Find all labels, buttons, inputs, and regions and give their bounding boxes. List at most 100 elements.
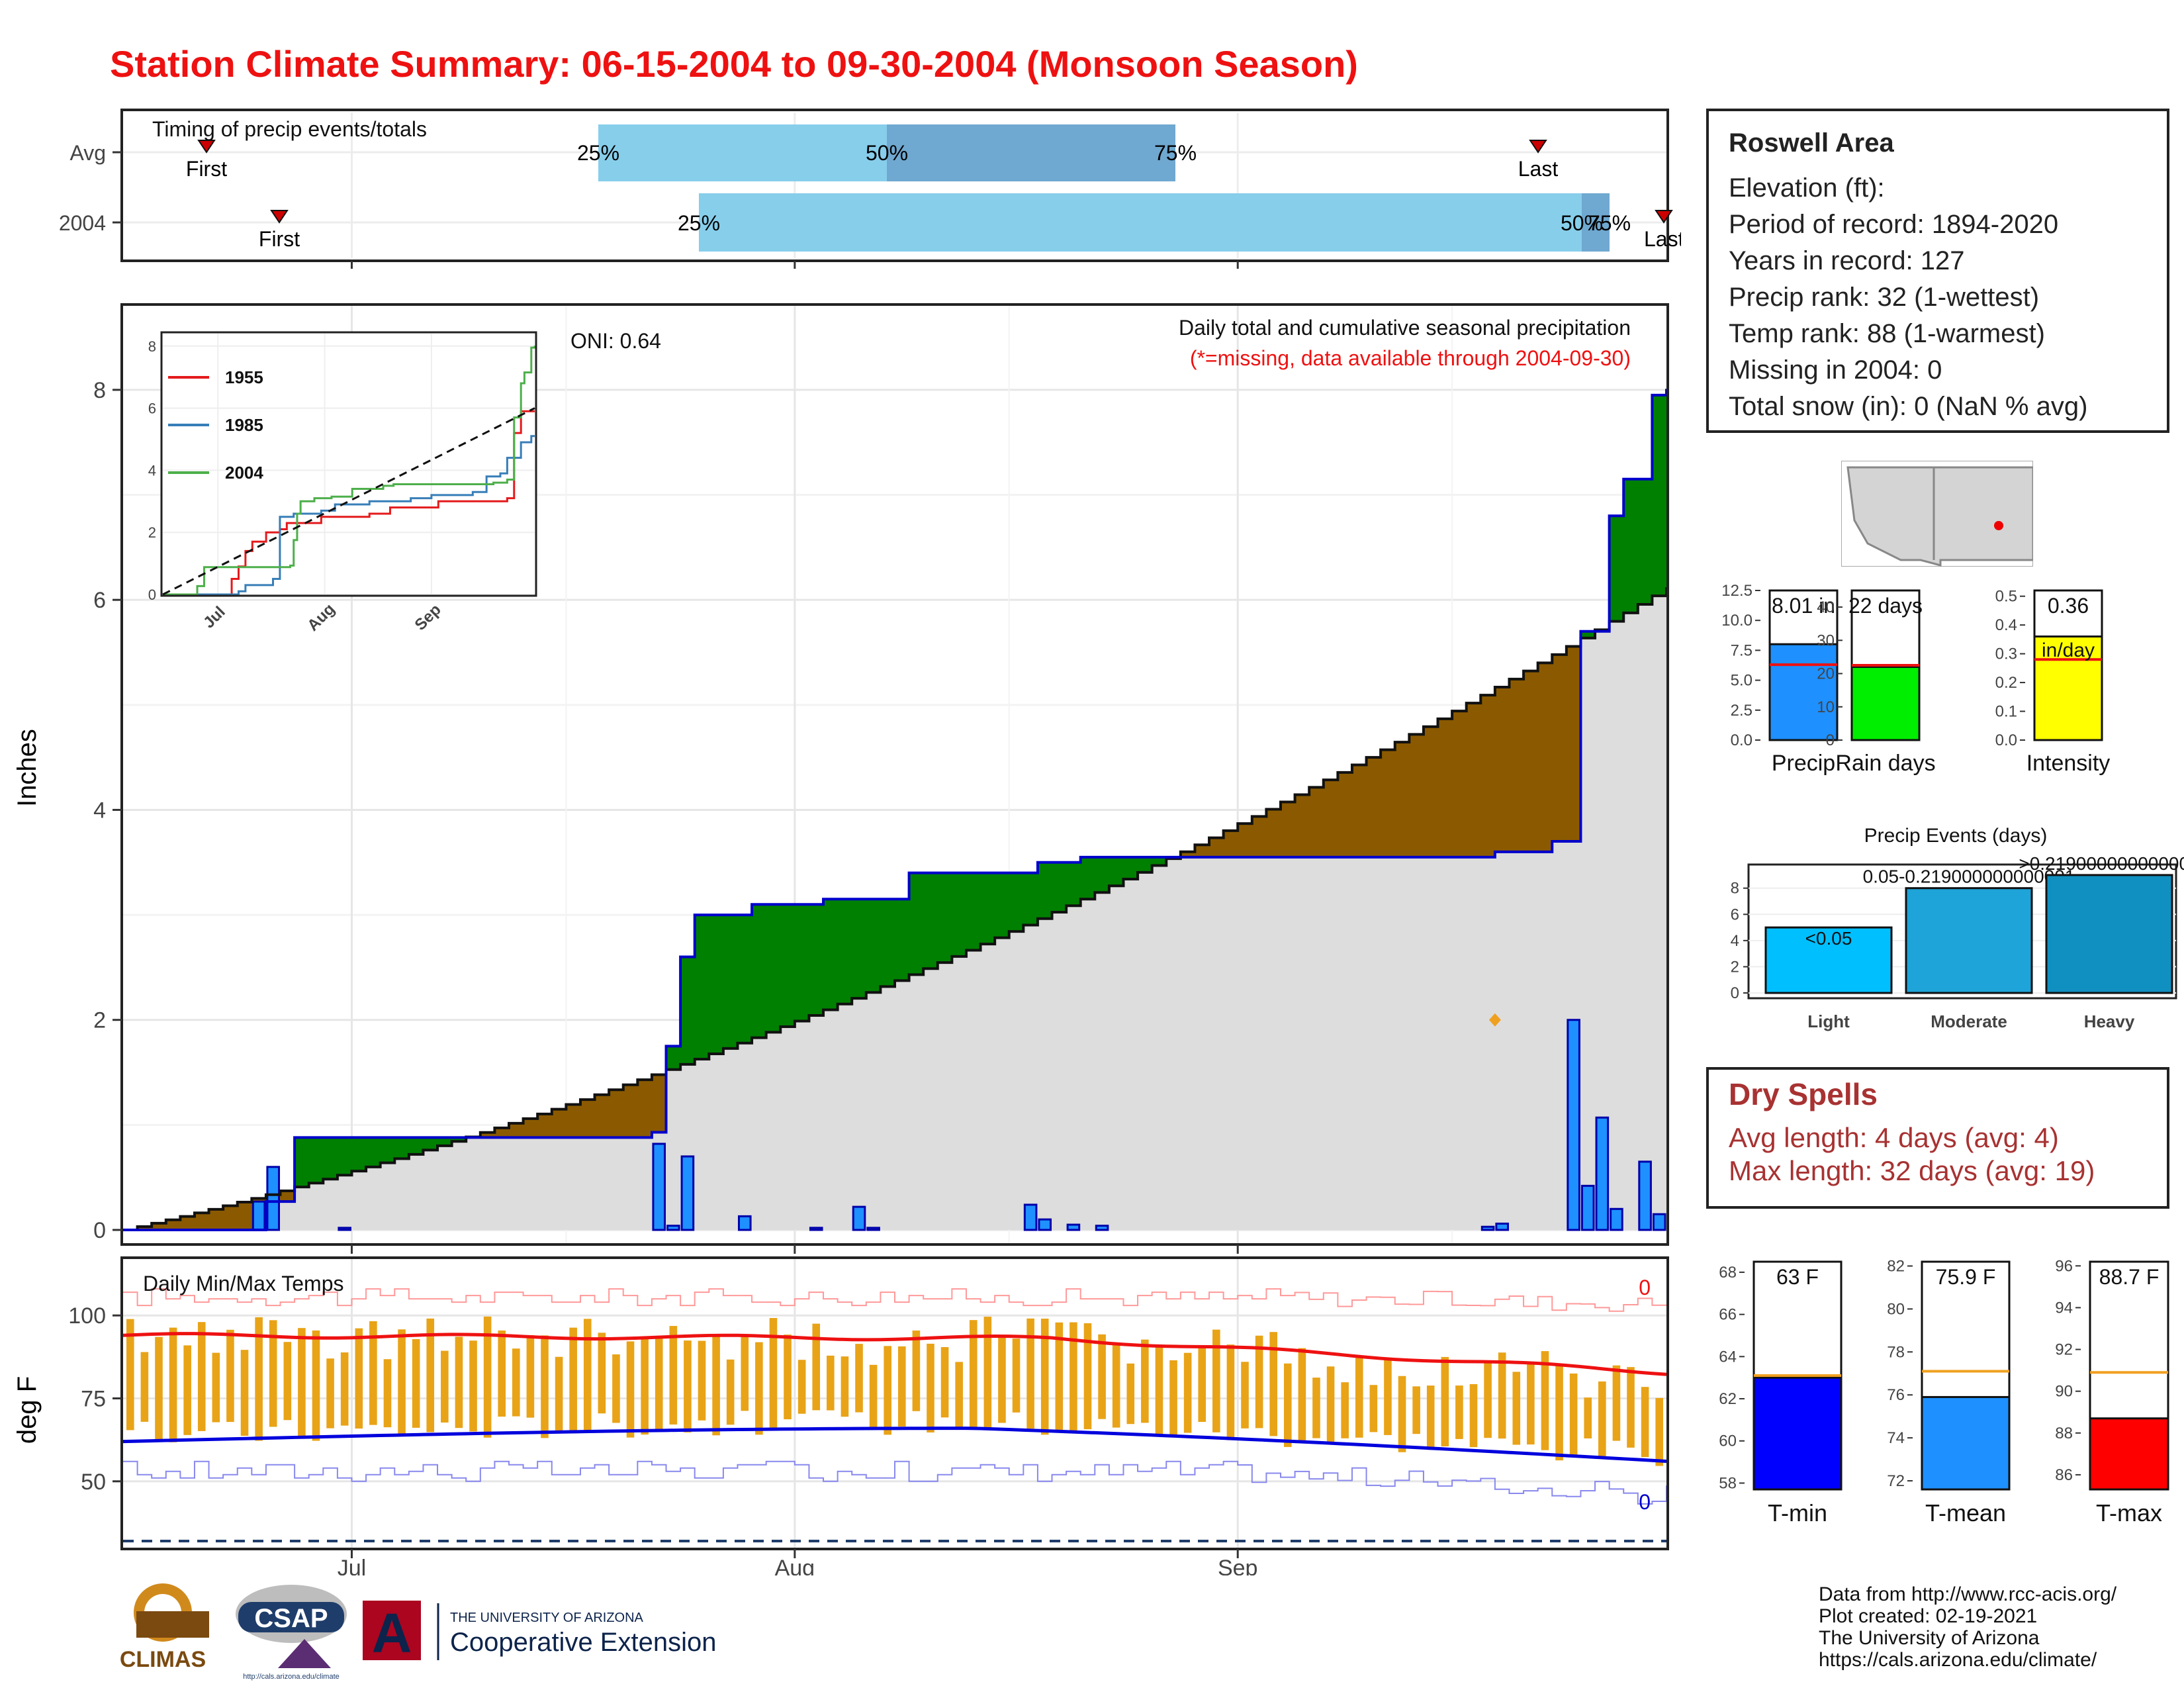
daily-temp-range-bar	[1455, 1385, 1463, 1439]
daily-temp-range-bar	[1169, 1360, 1177, 1437]
temp-ylabel: deg F	[13, 1376, 42, 1444]
main-x-axis-ticks	[350, 1244, 1239, 1254]
record-min-count: 0	[1639, 1490, 1651, 1514]
surplus-area	[308, 1137, 324, 1184]
daily-temp-range-bar	[155, 1336, 163, 1442]
deficit-area	[1338, 772, 1353, 857]
mini-ytick-label: 60	[1719, 1432, 1737, 1450]
timing-marker-icon	[1529, 140, 1547, 154]
daily-precip-bar	[338, 1227, 351, 1231]
mini-ytick-label: 72	[1887, 1472, 1905, 1490]
inset-lines	[162, 346, 536, 596]
ua-a-icon	[363, 1601, 421, 1660]
daily-temp-range-bar	[555, 1356, 563, 1431]
main-ytick-label: 8	[93, 378, 106, 403]
surplus-area	[1095, 857, 1110, 893]
events-ytick-label: 2	[1731, 958, 1739, 976]
oni-label: ONI: 0.64	[570, 329, 661, 353]
surplus-area	[995, 872, 1010, 938]
surplus-area	[937, 872, 952, 963]
daily-temp-range-bar	[1469, 1383, 1478, 1448]
climas-logo: CLIMAS	[120, 1583, 209, 1672]
mini-value-label: 0.36	[2048, 594, 2089, 618]
daily-temp-range-bar	[726, 1359, 735, 1425]
daily-precip-bar	[1023, 1203, 1038, 1231]
max-daily-marker-icon	[1488, 1013, 1501, 1027]
mini-ytick-label: 10	[1817, 698, 1835, 716]
deficit-area	[509, 1123, 524, 1138]
surplus-area	[966, 872, 981, 951]
station-location-dot	[1994, 521, 2003, 530]
page-title: Station Climate Summary: 06-15-2004 to 0…	[110, 43, 1358, 85]
main-y-axis: 0 2 4 6 8	[93, 378, 122, 1243]
daily-temp-range-bar	[212, 1352, 220, 1423]
events-ytick-label: 8	[1731, 880, 1739, 898]
daily-temp-range-bar	[1083, 1323, 1092, 1430]
deficit-area	[1552, 654, 1567, 842]
surplus-area	[1066, 862, 1081, 906]
csap-url: http://cals.arizona.edu/climate	[243, 1673, 340, 1681]
daily-temp-range-bar	[1155, 1345, 1163, 1436]
dry-spells-max: Max length: 32 days (avg: 19)	[1729, 1155, 2095, 1186]
events-bar	[2045, 874, 2173, 994]
timing-2004-last: Last	[1644, 227, 1681, 251]
deficit-area	[180, 1216, 195, 1230]
station-temp-rank: Temp rank: 88 (1-warmest)	[1729, 319, 2045, 348]
credit-line: The University of Arizona	[1819, 1627, 2040, 1649]
station-period: Period of record: 1894-2020	[1729, 210, 2059, 239]
surplus-area	[880, 899, 895, 987]
surplus-area	[952, 872, 967, 957]
daily-temp-range-bar	[1112, 1342, 1120, 1428]
deficit-area	[1351, 765, 1367, 857]
daily-temp-range-bar	[1269, 1332, 1277, 1436]
daily-temp-range-bar	[1655, 1397, 1663, 1466]
main-ytick-label: 0	[93, 1218, 106, 1243]
mini-ytick-label: 96	[2055, 1257, 2073, 1275]
precip-main-chart: 0 2 4 6 8 Inches Daily total and cumulative …	[13, 303, 1669, 1254]
daily-temp-range-bar	[1641, 1387, 1649, 1458]
daily-temp-range-bar	[1312, 1378, 1320, 1438]
mini-ytick-label: 90	[2055, 1383, 2073, 1401]
events-category-label: Heavy	[2084, 1011, 2135, 1031]
credit-line: https://cals.arizona.edu/climate/	[1819, 1649, 2097, 1671]
main-areas	[123, 395, 1666, 1230]
inset-ytick-label: 6	[148, 400, 156, 417]
surplus-area	[1109, 857, 1124, 886]
surplus-area	[337, 1137, 353, 1176]
mini-ytick-label: 10.0	[1721, 612, 1752, 630]
surplus-area	[351, 1137, 367, 1172]
avg-max-line	[123, 1332, 1666, 1376]
precip-events-chart: Precip Events (days) 0 2 4 6 8 <0.05 Light 0.05…	[1731, 825, 2184, 1031]
mini-ytick-label: 58	[1719, 1474, 1737, 1492]
events-bar-label: >0.219000000000001	[2019, 853, 2184, 874]
deficit-area	[537, 1113, 553, 1138]
temp-x-axis: Jul Aug Sep	[338, 1549, 1257, 1575]
daily-temp-range-bar	[340, 1352, 349, 1426]
daily-temp-range-bar	[183, 1345, 191, 1435]
mini-ytick-label: 86	[2055, 1466, 2073, 1484]
daily-precip-bar	[1480, 1225, 1495, 1231]
daily-temp-range-bar	[1012, 1338, 1021, 1413]
mini-category-label: Rain days	[1835, 751, 1935, 776]
daily-precip-bar	[809, 1227, 823, 1231]
mini-ytick-label: 40	[1817, 598, 1835, 616]
daily-precip-bar	[1038, 1218, 1052, 1231]
events-bar-label: <0.05	[1805, 928, 1852, 949]
daily-temp-range-bar	[1284, 1363, 1292, 1447]
daily-temp-range-bar	[583, 1319, 592, 1430]
deficit-area	[1209, 837, 1224, 857]
deficit-area	[1537, 663, 1553, 852]
deficit-area	[1295, 794, 1310, 857]
daily-temp-range-bar	[612, 1354, 620, 1423]
daily-temp-range-bar	[283, 1342, 292, 1421]
daily-temp-range-bar	[1512, 1372, 1521, 1445]
timing-panel: Timing of precip events/totals Avg 2004 …	[59, 109, 1681, 269]
daily-temp-range-bar	[598, 1333, 606, 1414]
surplus-area	[666, 1046, 681, 1070]
surplus-area	[451, 1137, 467, 1142]
timing-avg-last: Last	[1518, 157, 1559, 181]
deficit-area	[165, 1219, 181, 1230]
daily-temp-range-bar	[169, 1327, 177, 1442]
timing-bars	[598, 124, 1610, 252]
station-elevation: Elevation (ft):	[1729, 173, 1885, 203]
